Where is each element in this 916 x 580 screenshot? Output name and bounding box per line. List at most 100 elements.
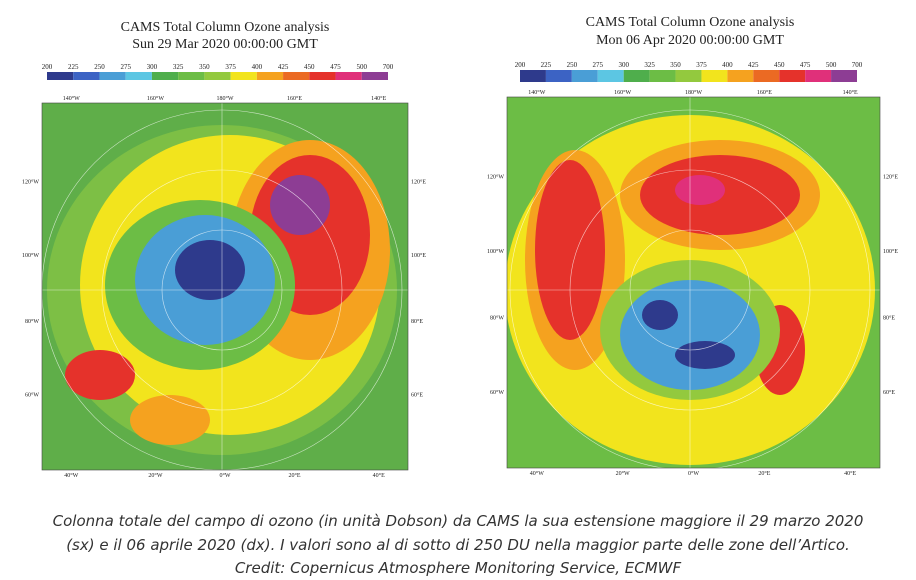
colorbar-segment [727,70,754,82]
lon-label: 60°E [883,389,895,396]
colorbar-segment [99,72,126,80]
panel-title: CAMS Total Column Ozone analysis [586,15,795,30]
colorbar-segment [47,72,74,80]
ozone-map [42,103,408,470]
lon-label: 140°E [843,89,858,96]
colorbar-segment [520,70,546,82]
colorbar-label: 275 [120,63,131,71]
colorbar-segment [597,70,624,82]
colorbar-segment [230,72,257,80]
colorbar-label: 400 [722,61,733,69]
colorbar-segment [623,70,650,82]
colorbar-label: 225 [541,61,552,69]
colorbar-segment [204,72,231,80]
colorbar-segment [151,72,179,80]
colorbar-label: 250 [567,61,578,69]
colorbar-label: 475 [330,63,341,71]
ozone-map [507,97,880,468]
colorbar-label: 425 [748,61,759,69]
colorbar-segment [309,72,336,80]
colorbar-segment [753,70,780,82]
panel-subtitle: Mon 06 Apr 2020 00:00:00 GMT [596,33,784,48]
colorbar-label: 500 [357,63,368,71]
colorbar-segment [125,72,152,80]
lon-label: 160°E [757,89,772,96]
lon-label: 180°W [685,89,702,96]
lon-label: 60°E [411,392,423,399]
colorbar-label: 350 [199,63,210,71]
colorbar-segment [571,70,598,82]
lon-label: 120°E [883,174,898,181]
colorbar-label: 450 [304,63,315,71]
lon-label: 60°W [490,389,504,396]
colorbar-segment [675,70,702,82]
lon-label: 40°E [844,470,856,477]
colorbar-segment [73,72,100,80]
colorbar-segment [178,72,205,80]
lon-label: 140°W [63,95,80,102]
colorbar-label: 250 [94,63,105,71]
panel-title: CAMS Total Column Ozone analysis [121,20,330,35]
colorbar-segment [701,70,728,82]
lon-label: 120°W [22,179,39,186]
colorbar-segment [545,70,572,82]
colorbar-label: 700 [383,63,394,71]
lon-label: 120°E [411,179,426,186]
colorbar-segment [649,70,676,82]
colorbar-label: 400 [252,63,263,71]
colorbar-label: 325 [644,61,655,69]
lon-label: 40°W [530,470,544,477]
colorbar-segment [361,72,388,80]
lon-label: 40°W [64,472,78,479]
colorbar-label: 275 [593,61,604,69]
lon-label: 20°W [616,470,630,477]
colorbar-label: 475 [800,61,811,69]
colorbar-label: 225 [68,63,79,71]
colorbar-label: 350 [670,61,681,69]
lon-label: 100°E [883,248,898,255]
lon-label: 80°E [883,315,895,322]
colorbar-label: 450 [774,61,785,69]
lon-label: 20°W [148,472,162,479]
colorbar-segment [283,72,310,80]
lon-label: 80°W [490,315,504,322]
colorbar-segment [831,70,857,82]
lon-label: 80°W [25,318,39,325]
colorbar-label: 200 [515,61,526,69]
lon-label: 80°E [411,318,423,325]
lon-label: 100°W [22,252,39,259]
lon-label: 160°E [287,95,302,102]
lon-label: 60°W [25,392,39,399]
lon-label: 160°W [614,89,631,96]
caption: Credit: Copernicus Atmosphere Monitoring… [235,559,682,577]
lon-label: 0°W [688,470,699,477]
colorbar-label: 425 [278,63,289,71]
lon-label: 20°E [758,470,770,477]
caption: (sx) e il 06 aprile 2020 (dx). I valori … [66,536,850,554]
colorbar-label: 200 [42,63,53,71]
lon-label: 120°W [487,174,504,181]
colorbar-segment [335,72,362,80]
lon-label: 0°W [219,472,230,479]
lon-label: 20°E [289,472,301,479]
colorbar-label: 325 [173,63,184,71]
colorbar-segment [805,70,832,82]
lon-label: 180°W [216,95,233,102]
colorbar-segment [256,72,284,80]
caption: Colonna totale del campo di ozono (in un… [53,512,864,530]
lon-label: 140°E [371,95,386,102]
colorbar-label: 375 [225,63,236,71]
lon-label: 160°W [147,95,164,102]
lon-label: 40°E [373,472,385,479]
lon-label: 100°E [411,252,426,259]
colorbar-label: 500 [826,61,837,69]
colorbar-label: 300 [147,63,158,71]
lon-label: 100°W [487,248,504,255]
colorbar-label: 700 [852,61,863,69]
colorbar-segment [779,70,806,82]
colorbar-label: 300 [618,61,629,69]
lon-label: 140°W [528,89,545,96]
panel-subtitle: Sun 29 Mar 2020 00:00:00 GMT [132,37,318,52]
